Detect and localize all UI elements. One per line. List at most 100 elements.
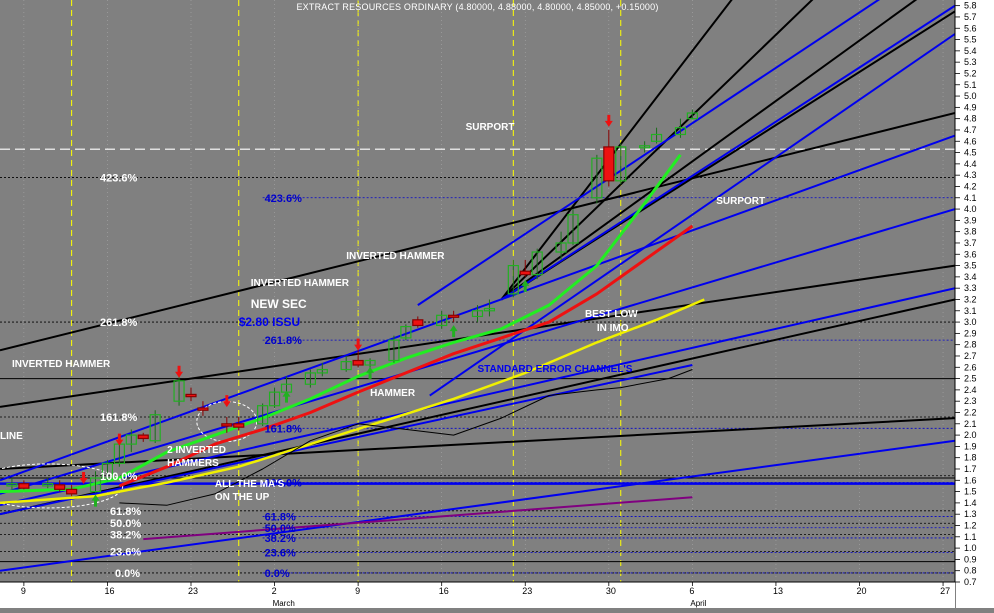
candle-up [340,361,352,371]
candle-up [591,157,603,199]
ma-yellow-line [0,298,705,505]
y-tick-label: 3.1 [964,306,977,316]
candle-up [567,214,579,244]
chart-annotation: BEST LOW [584,309,638,321]
fib-label-black: 23.6% [110,546,141,558]
y-tick-label: 2.6 [964,362,977,372]
y-tick-label: 2.8 [964,340,977,350]
y-tick-label: 0.9 [964,554,977,564]
y-tick-label: 3.3 [964,283,977,293]
y-tick-label: 3.2 [964,294,977,304]
fib-label-black: 100.0% [100,471,138,483]
month-label: April [690,599,706,608]
candle-up [304,372,316,385]
arrow-up-marker [282,390,291,403]
x-tick-label: 9 [21,586,26,596]
y-tick-label: 1.3 [964,509,977,519]
arrow-down-marker [79,472,88,485]
candle-down [137,434,149,440]
x-tick-label: 13 [773,586,783,596]
candle-up [364,359,376,366]
trend-line-black [0,298,955,516]
chart-annotation: ON THE UP [214,492,270,504]
fib-label-blue: 423.6% [265,193,303,205]
y-tick-label: 3.8 [964,227,977,237]
y-tick-label: 1.8 [964,453,977,463]
y-tick-label: 1.7 [964,464,977,474]
chart-annotation: SURPORT [465,121,515,133]
candle-down [54,484,66,490]
y-tick-label: 0.8 [964,566,977,576]
fib-label-blue: 23.6% [265,548,296,560]
candle-up [316,368,328,374]
x-tick-label: 2 [272,586,277,596]
y-tick-label: 3.4 [964,272,977,282]
y-tick-label: 1.0 [964,543,977,553]
fib-label-black: 38.2% [110,530,141,542]
y-tick-label: 1.4 [964,498,977,508]
x-tick-label: 9 [355,586,360,596]
y-tick-label: 4.2 [964,181,977,191]
y-tick-label: 5.3 [964,57,977,67]
y-tick-label: 4.1 [964,193,977,203]
x-tick-label: 23 [522,586,532,596]
candle-up [507,264,519,295]
y-axis-panel [955,0,994,608]
fib-label-blue: 161.8% [265,423,303,435]
fib-label-blue: 50.0% [265,523,296,535]
y-tick-label: 2.7 [964,351,977,361]
candle-up [615,146,627,182]
arrow-up-marker [91,494,100,507]
candle-up [125,434,137,445]
y-tick-label: 1.6 [964,475,977,485]
indicator-thin-line [119,369,693,506]
chart-annotation: HAMMERS [167,458,219,470]
candle-up [471,310,484,318]
fib-label-blue: 261.8% [265,335,303,347]
fib-label-black: 161.8% [100,412,138,424]
y-tick-label: 4.4 [964,159,977,169]
arrow-up-marker [366,366,375,379]
candle-up [257,405,269,425]
y-tick-label: 2.2 [964,407,977,417]
candle-down [197,407,209,411]
y-tick-label: 4.0 [964,204,977,214]
chart-annotation: IN IMO [596,322,629,334]
candle-up [639,145,651,149]
chart-annotation: INVERTED HAMMER [11,359,111,371]
y-tick-label: 4.3 [964,170,977,180]
y-tick-label: 3.0 [964,317,977,327]
y-tick-label: 5.4 [964,46,977,56]
candle-down [221,423,233,427]
y-tick-label: 2.0 [964,430,977,440]
y-tick-label: 1.1 [964,532,977,542]
purple-trend-line [143,496,693,541]
y-tick-label: 2.1 [964,419,977,429]
candle-up [89,477,102,493]
arrow-down-marker [222,395,231,408]
y-tick-label: 2.3 [964,396,977,406]
fib-label-black: 61.8% [110,506,141,518]
candle-down [18,483,30,489]
candle-up [400,325,412,339]
candle-down [603,146,615,182]
trend-line-black [500,0,918,301]
arrow-up-marker [449,325,458,338]
ma-red-line [118,224,694,488]
y-tick-label: 1.9 [964,441,977,451]
candle-up [531,251,543,276]
chart-annotation: ALL THE MA'S [214,478,285,490]
candle-down [185,393,197,398]
candle-up [173,380,185,402]
trend-line-black [0,417,955,470]
y-tick-label: 1.5 [964,487,977,497]
y-tick-label: 3.6 [964,249,977,259]
candle-down [233,423,245,428]
trend-line-black [0,112,955,352]
candle-up [268,391,281,407]
candle-up [42,483,54,487]
fib-label-black: 50.0% [110,518,141,530]
candle-up [555,242,567,253]
candle-down [519,270,531,276]
